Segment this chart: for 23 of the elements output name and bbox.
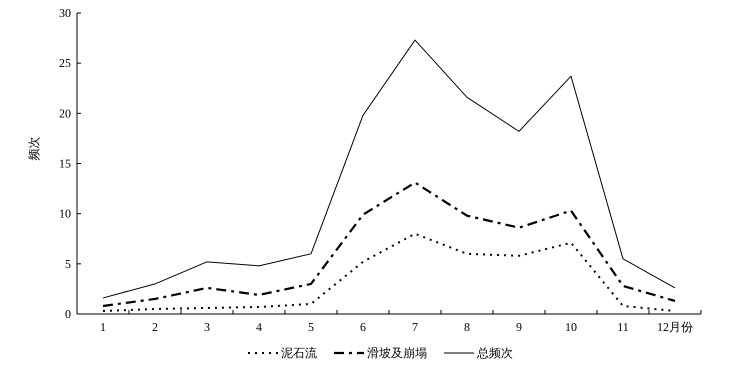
y-tick-label: 0 bbox=[65, 307, 71, 321]
x-tick-label: 1 bbox=[100, 320, 106, 334]
x-tick-label: 6 bbox=[360, 320, 366, 334]
legend-label: 泥石流 bbox=[281, 346, 317, 360]
y-tick-label: 30 bbox=[59, 6, 71, 20]
x-tick-label: 7 bbox=[412, 320, 418, 334]
x-tick-label: 10 bbox=[565, 320, 577, 334]
y-tick-label: 5 bbox=[65, 256, 71, 271]
x-tick-label: 4 bbox=[256, 320, 262, 334]
y-axis-title: 频次 bbox=[27, 136, 41, 160]
x-tick-label: 11 bbox=[617, 320, 629, 334]
x-tick-label: 8 bbox=[464, 320, 470, 334]
x-tick-label: 3 bbox=[204, 320, 210, 334]
y-tick-label: 15 bbox=[59, 156, 71, 170]
y-tick-label: 25 bbox=[59, 56, 71, 70]
y-tick-label: 10 bbox=[59, 206, 71, 221]
x-tick-label: 9 bbox=[516, 320, 522, 334]
x-tick-label: 5 bbox=[308, 320, 314, 334]
x-tick-label: 12月份 bbox=[657, 320, 693, 334]
legend-label: 总频次 bbox=[476, 346, 513, 360]
y-tick-label: 20 bbox=[59, 106, 71, 120]
legend-label: 滑坡及崩塌 bbox=[367, 346, 427, 360]
x-tick-label: 2 bbox=[152, 320, 158, 334]
